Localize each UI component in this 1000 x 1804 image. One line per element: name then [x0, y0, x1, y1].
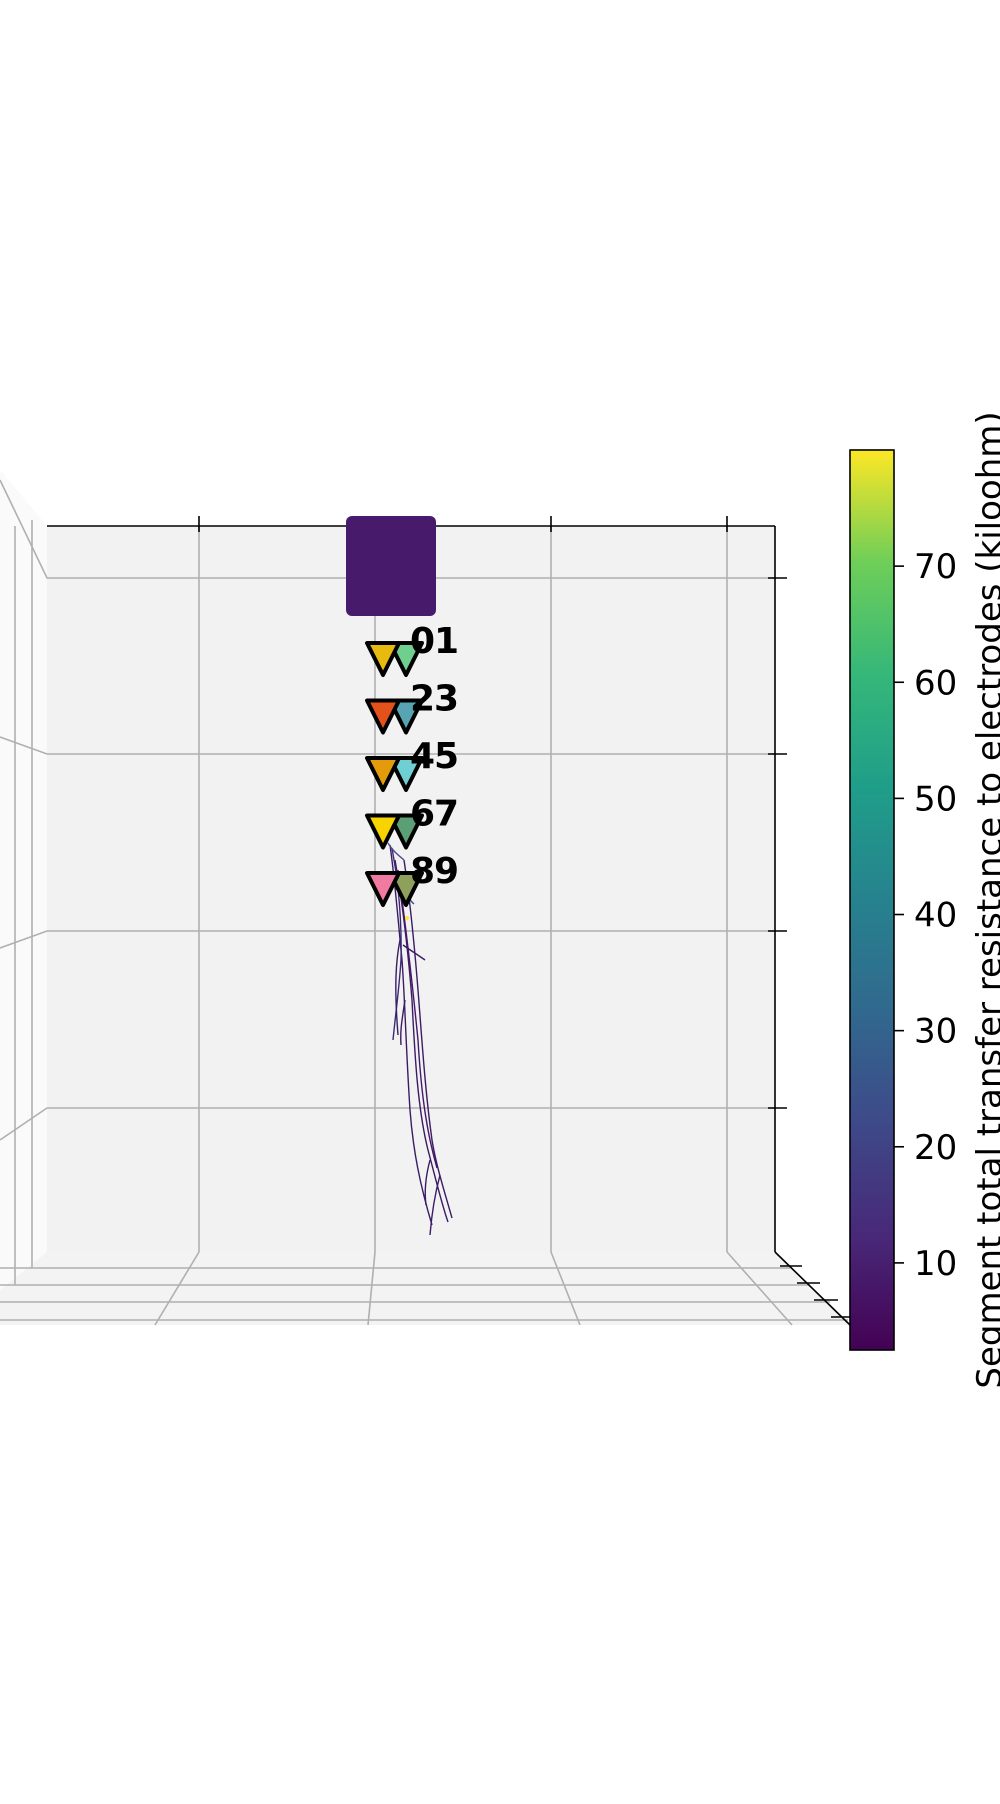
electrodes: 01 23 45 67 89 — [365, 621, 459, 907]
electrode-3-marker — [388, 698, 424, 735]
neurites — [387, 842, 453, 1236]
electrode-6-label: 6 — [410, 794, 435, 835]
left-pane — [0, 470, 47, 1290]
colorbar-tick-label: 50 — [914, 779, 957, 819]
electrode-2-marker — [365, 698, 401, 735]
neuron-morphology — [346, 516, 453, 1236]
electrode-1-label: 1 — [434, 621, 459, 662]
colorbar-tick-label: 30 — [914, 1012, 957, 1052]
electrode-9-label: 9 — [434, 851, 459, 892]
colorbar-tick-label: 70 — [914, 547, 957, 587]
hot-segment — [405, 916, 409, 920]
colorbar-gradient — [849, 449, 895, 1351]
electrode-1-marker — [388, 641, 424, 677]
electrode-4-label: 4 — [410, 736, 435, 777]
floor-pane — [0, 1252, 850, 1325]
electrode-5-marker — [388, 756, 424, 792]
electrode-0-label: 0 — [410, 621, 435, 662]
colorbar-ticks: 10 20 30 40 50 60 70 — [894, 547, 957, 1284]
electrode-3-label: 3 — [434, 679, 459, 720]
electrode-8-marker — [365, 871, 401, 907]
electrode-6-marker — [365, 813, 401, 850]
colorbar-tick-label: 20 — [914, 1128, 957, 1168]
soma — [346, 516, 436, 616]
electrode-7-label: 7 — [434, 794, 459, 835]
electrode-7-marker — [388, 813, 424, 850]
electrode-4-marker — [365, 756, 401, 792]
electrode-9-marker — [388, 871, 424, 907]
colorbar-tick-label: 40 — [914, 896, 957, 936]
electrode-0-marker — [365, 641, 401, 677]
colorbar-label: Segment total transfer resistance to ele… — [970, 411, 1000, 1388]
grid-lines — [0, 479, 848, 1326]
colorbar: 10 20 30 40 50 60 70 Segment total transfer re… — [849, 411, 1000, 1389]
electrode-5-label: 5 — [434, 736, 459, 777]
colorbar-tick-label: 60 — [914, 663, 957, 703]
colorbar-tick-label: 10 — [914, 1244, 957, 1284]
electrode-8-label: 8 — [410, 851, 435, 892]
electrode-2-label: 2 — [410, 679, 435, 720]
